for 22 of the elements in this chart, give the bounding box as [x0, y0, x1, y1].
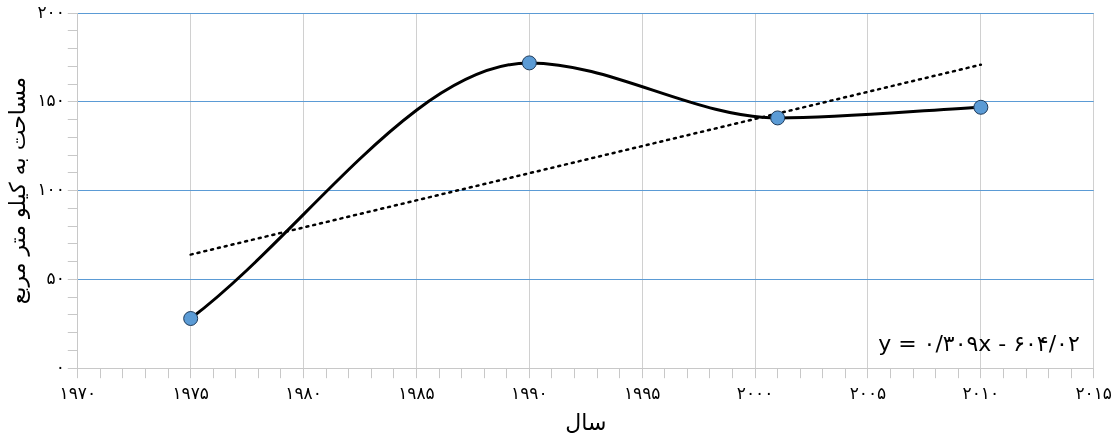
x-tick-label: ۱۹۷۵	[172, 382, 209, 403]
x-tick-label: ۱۹۸۰	[285, 382, 322, 403]
point	[521, 55, 537, 71]
annotation: y = ۰/۳۰۹x - ۶۰۴/۰۲	[878, 330, 1080, 356]
x-axis-title: سال	[565, 409, 607, 435]
y-axis-title: مساحت به کیلو متر مربع	[4, 77, 30, 305]
x-tick-label: ۱۹۸۵	[398, 382, 435, 403]
x-tick-label: ۱۹۹۵	[623, 382, 661, 403]
y-tick-label: ۱۰۰	[37, 179, 65, 200]
x-tick-label: ۲۰۱۵	[1075, 382, 1112, 403]
point	[770, 110, 786, 126]
x-tick-label: ۱۹۷۰	[59, 382, 97, 403]
x-tick-label: ۱۹۹۰	[511, 382, 548, 403]
y-tick-label: ۱۵۰	[37, 90, 65, 111]
y-tick-label: ۵۰	[46, 267, 65, 288]
x-tick-label: ۲۰۰۰	[736, 382, 774, 403]
point	[183, 311, 199, 326]
y-tick-label: ۲۰۰	[37, 1, 65, 22]
y-tick-label: ۰	[55, 356, 65, 377]
point	[973, 99, 989, 115]
x-tick-label: ۲۰۱۰	[962, 382, 1000, 403]
x-tick-label: ۲۰۰۵	[849, 382, 887, 403]
